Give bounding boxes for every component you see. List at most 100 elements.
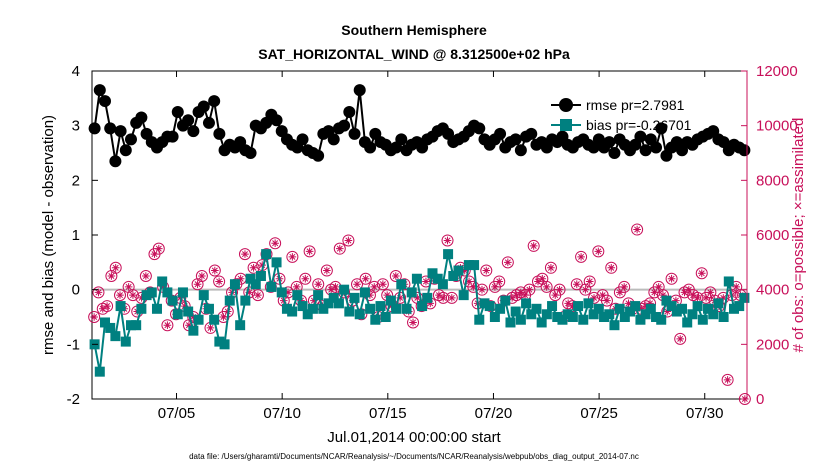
obs-count-point (441, 234, 454, 247)
right-y-tick-label: 10000 (756, 118, 798, 135)
bias-point (401, 303, 412, 314)
obs-count-point (544, 261, 557, 274)
bias-point (411, 273, 422, 284)
bias-point (666, 301, 677, 312)
rmse-point (312, 149, 325, 162)
bias-point (604, 309, 615, 320)
bias-point (588, 309, 599, 320)
rmse-point (244, 147, 257, 159)
obs-count-point (527, 239, 540, 252)
bias-point (224, 295, 235, 306)
bias-point (515, 314, 526, 325)
bias-point (635, 314, 646, 325)
bias-point (500, 295, 511, 306)
rmse-point (197, 100, 210, 113)
bias-point (151, 303, 162, 314)
bias-point (640, 309, 651, 320)
obs-count-point (320, 264, 333, 277)
bias-point (573, 301, 584, 312)
bias-point (645, 303, 656, 314)
obs-count-point (540, 280, 553, 293)
obs-count-point (351, 278, 364, 291)
bias-point (162, 287, 173, 298)
bias-point (599, 312, 610, 322)
rmse-point (88, 122, 101, 135)
left-y-tick-label: 0 (72, 282, 80, 299)
rmse-point (473, 122, 486, 135)
right-y-tick-label: 12000 (756, 63, 798, 80)
bias-point (302, 309, 313, 320)
rmse-point (608, 147, 621, 159)
bias-point (287, 306, 298, 317)
bias-point (281, 303, 292, 314)
obs-count-point (195, 270, 208, 282)
left-y-axis: -2 -1 0 1 2 3 4 (67, 63, 98, 408)
obs-count-point (407, 316, 420, 329)
bias-point (463, 260, 474, 271)
obs-count-point (467, 280, 480, 293)
data-file-footnote: data file: /Users/gharamti/Documents/NCA… (189, 452, 639, 461)
bias-point (385, 295, 396, 306)
rmse-point (738, 144, 751, 157)
bias-point (526, 309, 537, 320)
bias-point (136, 303, 147, 314)
bias-point (495, 303, 506, 314)
obs-count-point (342, 234, 355, 247)
bias-point (531, 303, 542, 314)
obs-count-point (105, 270, 118, 282)
bias-point (339, 284, 350, 295)
rmse-point (109, 155, 122, 168)
obs-count-point (665, 272, 678, 285)
chart-subtitle: SAT_HORIZONTAL_WIND @ 8.312500e+02 hPa (258, 46, 570, 62)
obs-count-point (251, 289, 264, 302)
rmse-point (525, 127, 538, 140)
bias-point (110, 331, 121, 342)
bias-point (276, 287, 287, 298)
obs-count-point (583, 275, 596, 288)
chart-title: Southern Hemisphere (341, 22, 487, 38)
bias-point (245, 273, 256, 284)
bias-point (120, 336, 131, 347)
obs-count-point (368, 280, 381, 293)
x-tick-label: 07/15 (369, 405, 407, 422)
right-y-axis-label: # of obs: o=possible; ×=assimilated (790, 118, 807, 353)
obs-count-point (126, 289, 139, 302)
bias-point (547, 301, 558, 312)
right-y-tick-label: 4000 (756, 282, 789, 299)
plot-area (88, 70, 751, 405)
obs-count-point (101, 300, 114, 313)
bias-point (474, 314, 485, 325)
legend-rmse-marker (559, 98, 573, 112)
bias-point (333, 298, 344, 309)
obs-count-point (389, 270, 402, 282)
left-y-tick-label: -1 (67, 336, 80, 353)
bias-point (521, 298, 532, 309)
bias-point (583, 298, 594, 309)
rmse-point (655, 122, 668, 135)
bias-point (183, 306, 194, 317)
obs-count-point (618, 280, 631, 293)
rmse-point (98, 95, 111, 108)
obs-count-point (269, 237, 282, 250)
bias-point (250, 279, 261, 290)
bias-point (297, 301, 308, 312)
obs-count-point (501, 256, 514, 269)
bias-point (365, 303, 376, 314)
obs-count-point (213, 275, 226, 288)
rmse-point (639, 144, 652, 157)
rmse-series (88, 84, 751, 168)
rmse-point (93, 84, 106, 97)
obs-count-point (303, 245, 316, 258)
bias-point (718, 312, 729, 322)
x-tick-label: 07/20 (475, 405, 513, 422)
left-y-tick-label: 4 (72, 63, 80, 80)
bias-point (214, 336, 225, 347)
bias-point (209, 314, 220, 325)
bias-point (578, 314, 589, 325)
rmse-point (634, 130, 647, 143)
left-y-tick-label: 1 (72, 227, 80, 244)
bias-point (432, 273, 443, 284)
obs-count-point (588, 291, 601, 304)
bias-point (131, 320, 142, 331)
